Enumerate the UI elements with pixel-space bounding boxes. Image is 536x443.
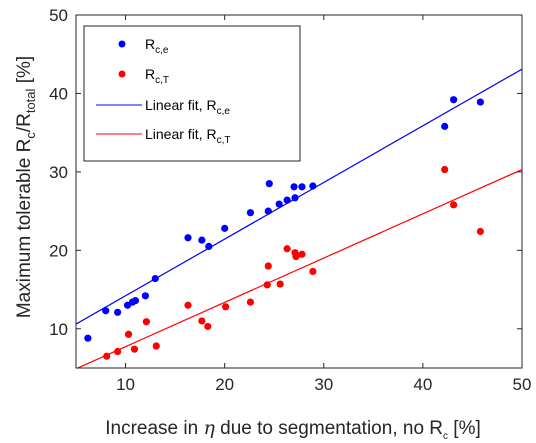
point-s0-0 bbox=[84, 334, 92, 342]
legend-entry-rce: Rc,e bbox=[118, 36, 169, 56]
point-s1-6 bbox=[184, 301, 192, 309]
point-s0-1 bbox=[102, 307, 110, 315]
x-tick-label: 50 bbox=[513, 375, 532, 394]
svg-text:Linear fit, Rc,e: Linear fit, Rc,e bbox=[145, 97, 230, 117]
legend-box bbox=[83, 25, 301, 162]
point-s1-18 bbox=[309, 267, 317, 276]
point-s1-4 bbox=[142, 318, 150, 326]
point-s0-6 bbox=[141, 292, 149, 300]
x-tick-label: 20 bbox=[215, 375, 234, 394]
point-s1-13 bbox=[276, 280, 284, 288]
legend-entry-fit-rce: Linear fit, Rc,e bbox=[96, 97, 230, 117]
x-tick-label: 10 bbox=[116, 375, 135, 394]
point-s1-3 bbox=[130, 345, 139, 353]
point-s1-5 bbox=[152, 342, 160, 350]
y-tick-label: 50 bbox=[49, 6, 68, 25]
svg-text:Rc,T: Rc,T bbox=[145, 66, 169, 86]
point-s0-23 bbox=[476, 98, 484, 106]
point-s1-2 bbox=[124, 330, 133, 338]
point-s0-22 bbox=[450, 96, 458, 104]
point-s1-7 bbox=[198, 317, 206, 325]
point-s0-2 bbox=[114, 308, 122, 316]
y-axis-label: Maximum tolerable Rc/Rtotal [%] bbox=[14, 56, 38, 318]
y-tick-label: 20 bbox=[49, 241, 68, 260]
axis-ticks: 10 20 30 40 50 10 20 30 40 50 bbox=[49, 6, 531, 394]
point-s0-8 bbox=[184, 234, 192, 242]
legend-label-rce: R bbox=[145, 36, 155, 52]
y-tick-label: 30 bbox=[49, 163, 68, 182]
point-s0-10 bbox=[205, 242, 213, 251]
point-s0-9 bbox=[198, 236, 206, 244]
fit-line-2 bbox=[76, 68, 522, 325]
plot-frame bbox=[75, 14, 523, 369]
x-tick-label: 40 bbox=[413, 375, 432, 394]
legend-entry-fit-rct: Linear fit, Rc,T bbox=[96, 126, 230, 146]
fit-line-3 bbox=[76, 168, 522, 368]
legend: Rc,e Rc,T Linear fit, Rc,e Linear fit, R… bbox=[83, 25, 301, 162]
point-s1-8 bbox=[204, 322, 212, 331]
point-s1-10 bbox=[246, 298, 255, 306]
point-s1-9 bbox=[222, 303, 230, 311]
point-s0-21 bbox=[441, 122, 449, 130]
point-s0-5 bbox=[131, 296, 140, 305]
point-s0-14 bbox=[265, 180, 273, 188]
legend-entry-rct: Rc,T bbox=[118, 66, 169, 86]
svg-text:Linear fit, Rc,T: Linear fit, Rc,T bbox=[145, 126, 230, 146]
point-s0-11 bbox=[221, 224, 229, 232]
x-tick-label: 30 bbox=[314, 375, 333, 394]
point-s1-16 bbox=[292, 253, 300, 261]
point-s1-14 bbox=[283, 245, 291, 253]
y-tick-label: 40 bbox=[49, 84, 68, 103]
point-s1-12 bbox=[264, 262, 272, 270]
y-tick-label: 10 bbox=[49, 320, 68, 339]
point-s0-18 bbox=[290, 183, 298, 191]
point-s1-17 bbox=[298, 250, 306, 258]
x-axis-label: Increase in η due to segmentation, no Rc… bbox=[105, 417, 481, 442]
legend-label-fit-rce: Linear fit, R bbox=[145, 97, 217, 113]
point-s1-19 bbox=[441, 165, 449, 174]
point-s1-20 bbox=[450, 201, 458, 209]
legend-marker-rct bbox=[118, 70, 126, 78]
plot-marks bbox=[76, 68, 522, 368]
svg-text:Rc,e: Rc,e bbox=[145, 36, 169, 56]
legend-marker-rce bbox=[118, 40, 126, 48]
point-s0-19 bbox=[298, 183, 306, 191]
legend-label-rct: R bbox=[145, 66, 155, 82]
point-s0-15 bbox=[275, 200, 283, 208]
point-s0-16 bbox=[283, 196, 291, 204]
point-s0-12 bbox=[246, 209, 255, 217]
point-s1-21 bbox=[476, 227, 484, 236]
legend-label-fit-rct: Linear fit, R bbox=[145, 126, 217, 142]
